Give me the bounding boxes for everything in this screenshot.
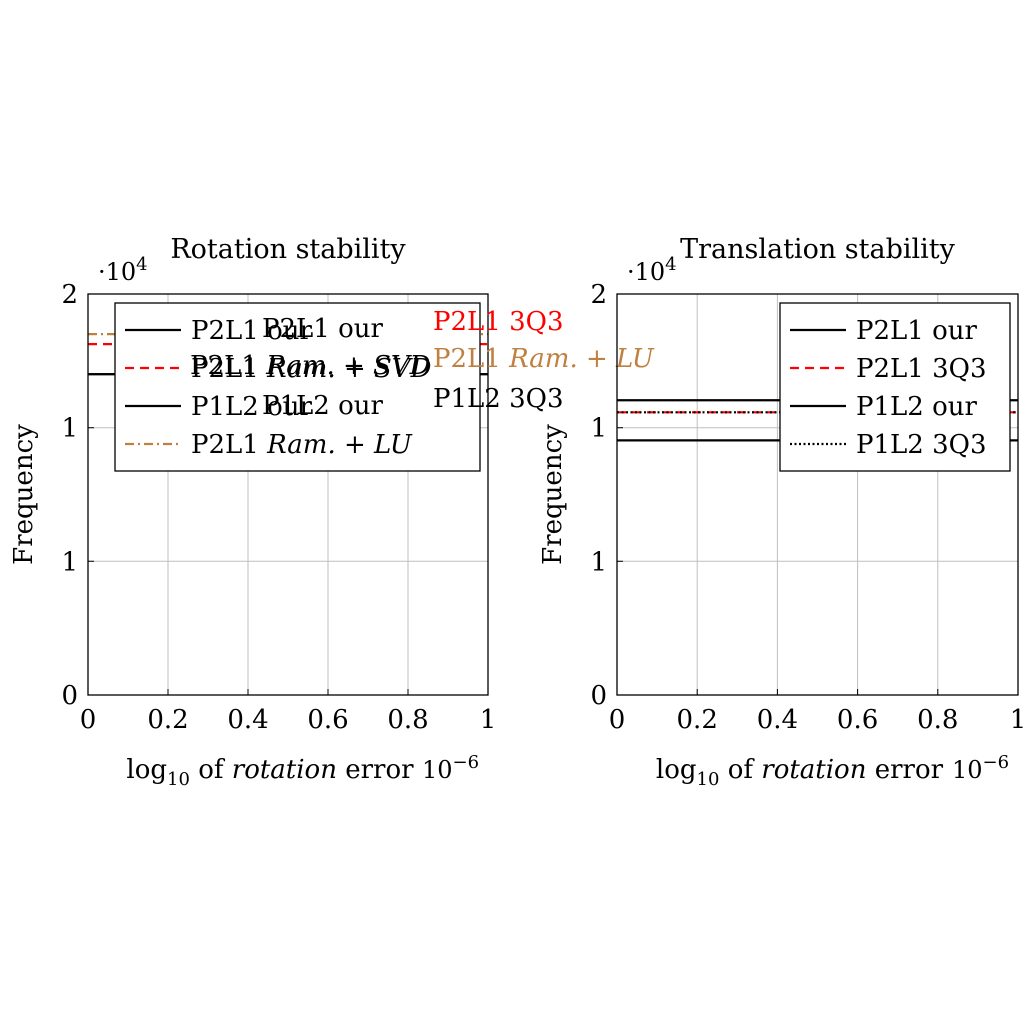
overflow-label: P1L2 our (262, 391, 384, 421)
overflow-label: P1L2 3Q3 (433, 384, 564, 414)
x-tick-label: 0.8 (387, 705, 428, 735)
legend-entry: P2L1 3Q3 (856, 354, 987, 384)
plot-frame (87, 293, 489, 696)
overflow-label: P2L1 Ram. + LU (433, 344, 655, 374)
legend-entry: P1L2 our (191, 392, 313, 422)
chart-title: Translation stability (680, 234, 956, 265)
x-tick-label: 0 (80, 705, 97, 735)
plot-frame (616, 293, 1019, 696)
overflow-label: P2L1 Ram. + SVD (190, 351, 431, 381)
y-tick-label: 2 (590, 280, 607, 310)
x-tick-label: 0.6 (307, 705, 348, 735)
y-axis-label: Frequency (538, 424, 568, 565)
x-tick-label: 0.4 (227, 705, 268, 735)
x-tick-label: 0 (609, 705, 626, 735)
legend-entry: P2L1 our (856, 316, 978, 346)
legend-entry: P1L2 our (856, 392, 978, 422)
legend-entry: P2L1 Ram. + LU (191, 430, 413, 460)
chart-title: Rotation stability (170, 234, 406, 265)
y-tick-label: 1 (61, 547, 78, 577)
y-tick-label: 1 (590, 414, 607, 444)
x-tick-label: 0.2 (147, 705, 188, 735)
x-tick-label: 0.4 (757, 705, 798, 735)
x-tick-label: 1 (480, 705, 497, 735)
legend: P2L1 our P2L1 Ram. + SVD P1L2 our P2L1 Ram.… (114, 302, 481, 472)
y-axis-multiplier: ·104 (627, 254, 677, 286)
x-axis-multiplier: 10−6 (422, 752, 479, 784)
y-axis-label: Frequency (9, 424, 39, 565)
x-tick-label: 0.2 (677, 705, 718, 735)
legend: P2L1 our P2L1 3Q3 P1L2 our P1L2 3Q3 (779, 302, 1011, 472)
overflow-label: P2L1 our (262, 314, 384, 344)
legend-entry: P2L1 Ram. + SVD (191, 354, 432, 384)
y-axis-multiplier: ·104 (98, 254, 148, 286)
y-tick-label: 1 (61, 414, 78, 444)
y-tick-label: 0 (61, 681, 78, 711)
x-tick-label: 0.8 (917, 705, 958, 735)
legend-entry: P1L2 3Q3 (856, 430, 987, 460)
y-tick-label: 2 (61, 280, 78, 310)
y-tick-label: 0 (590, 681, 607, 711)
translation-stability-chart: 0 0.2 0.4 0.6 0.8 1 0 1 1 2 Translation stability·… (538, 234, 1024, 790)
rotation-stability-chart: 0 0.2 0.4 0.6 0.8 1 0 1 1 2 Rotation stability ·104… (9, 234, 655, 790)
y-tick-label: 1 (590, 547, 607, 577)
x-tick-label: 0.6 (837, 705, 878, 735)
legend-entry: P2L1 our (191, 316, 313, 346)
overflow-label: P2L1 3Q3 (433, 307, 564, 337)
x-axis-label: log10 of rotation error (126, 755, 414, 790)
x-axis-label: log10 of rotation error (656, 755, 944, 790)
x-tick-label: 1 (1010, 705, 1024, 735)
x-axis-multiplier: 10−6 (952, 752, 1009, 784)
